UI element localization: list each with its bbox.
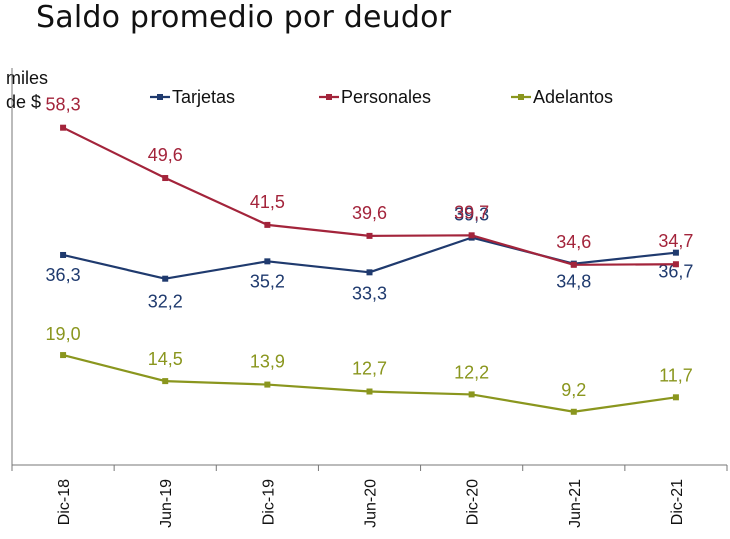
data-label-personales: 58,3: [46, 95, 81, 115]
data-point-personales: [366, 232, 373, 239]
data-point-personales: [672, 261, 679, 268]
data-label-adelantos: 11,7: [659, 365, 693, 385]
data-label-tarjetas: 39,3: [454, 205, 489, 225]
data-label-adelantos: 12,7: [352, 359, 387, 379]
y-axis-unit-label: miles de $: [6, 66, 48, 114]
data-point-tarjetas: [672, 249, 679, 256]
data-label-personales: 34,7: [658, 231, 693, 251]
x-tick-label: Dic-18: [56, 479, 73, 525]
x-tick-label: Dic-19: [260, 479, 277, 525]
legend-marker-adelantos: [518, 94, 524, 100]
data-label-tarjetas: 32,2: [148, 292, 183, 312]
data-point-personales: [162, 175, 169, 182]
legend-label-tarjetas: Tarjetas: [172, 87, 235, 107]
data-point-personales: [60, 124, 67, 131]
x-tick-label: Jun-21: [567, 479, 584, 528]
x-tick-label: Jun-20: [363, 479, 380, 528]
data-label-personales: 39,6: [352, 203, 387, 223]
data-point-tarjetas: [162, 275, 169, 282]
legend-marker-tarjetas: [157, 94, 163, 100]
x-tick-label: Jun-19: [158, 479, 175, 528]
x-tick-label: Dic-21: [669, 479, 686, 525]
data-label-tarjetas: 36,7: [658, 262, 693, 282]
data-label-adelantos: 13,9: [250, 352, 285, 372]
data-label-tarjetas: 36,3: [46, 265, 81, 285]
data-point-adelantos: [468, 391, 475, 398]
legend-label-adelantos: Adelantos: [533, 87, 613, 107]
data-label-personales: 41,5: [250, 192, 285, 212]
data-point-personales: [264, 221, 271, 228]
x-tick-label: Dic-20: [465, 479, 482, 525]
data-point-adelantos: [60, 352, 67, 359]
data-point-tarjetas: [60, 251, 67, 258]
data-label-adelantos: 19,0: [46, 324, 81, 344]
y-unit-line-1: miles: [6, 68, 49, 88]
data-label-personales: 49,6: [148, 145, 183, 165]
data-point-personales: [468, 232, 475, 239]
data-label-adelantos: 9,2: [561, 380, 586, 400]
data-label-tarjetas: 33,3: [352, 283, 387, 303]
data-point-adelantos: [672, 394, 679, 401]
data-point-adelantos: [264, 381, 271, 388]
y-unit-line-2: de $: [6, 92, 42, 112]
data-label-tarjetas: 34,8: [556, 272, 591, 292]
data-point-tarjetas: [366, 269, 373, 276]
data-label-personales: 34,6: [556, 232, 591, 252]
legend-marker-personales: [326, 94, 332, 100]
data-point-adelantos: [162, 378, 169, 385]
data-label-tarjetas: 35,2: [250, 271, 285, 291]
data-point-adelantos: [366, 388, 373, 395]
chart-title: Saldo promedio por deudor: [36, 0, 452, 35]
legend-label-personales: Personales: [341, 87, 431, 107]
data-label-personales: 39,7: [454, 202, 489, 222]
data-label-adelantos: 14,5: [148, 349, 183, 369]
data-point-adelantos: [570, 408, 577, 415]
data-point-personales: [570, 261, 577, 268]
data-point-tarjetas: [264, 258, 271, 265]
data-label-adelantos: 12,2: [454, 362, 489, 382]
